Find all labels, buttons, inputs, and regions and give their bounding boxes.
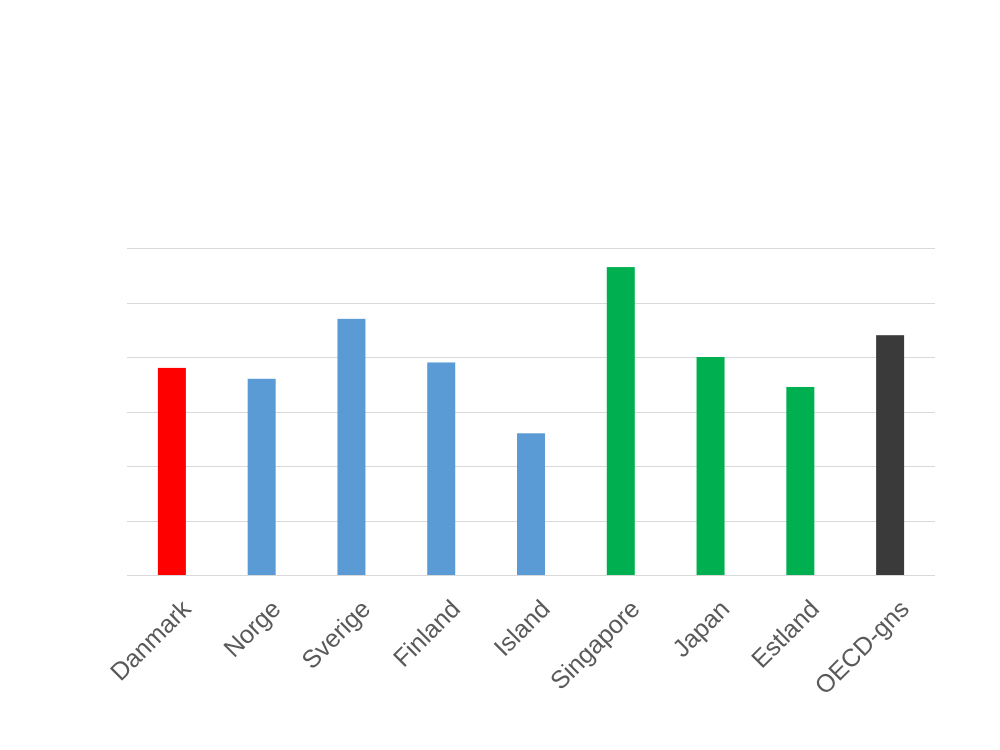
bar-finland bbox=[427, 362, 456, 575]
x-tick-label: Estland bbox=[746, 595, 825, 674]
x-tick-label: Norge bbox=[218, 595, 286, 663]
x-tick-label: Japan bbox=[667, 595, 735, 663]
bar-estland bbox=[786, 386, 815, 575]
x-tick-label: Finland bbox=[388, 595, 466, 673]
bar-island bbox=[517, 433, 545, 575]
x-tick-label: Singapore bbox=[545, 595, 645, 695]
x-tick-label: Island bbox=[489, 595, 556, 662]
bar-danmark bbox=[157, 367, 186, 575]
bars bbox=[157, 267, 905, 575]
bar-oecd-gns bbox=[876, 335, 905, 575]
bar-singapore bbox=[606, 267, 635, 575]
bar-japan bbox=[696, 357, 725, 575]
x-tick-label: OECD-gns bbox=[810, 595, 915, 700]
bar-sverige bbox=[337, 318, 366, 575]
x-tick-labels: Danmark Norge Sverige Finland IslandSingapor… bbox=[105, 595, 915, 701]
x-tick-label: Danmark bbox=[105, 595, 197, 687]
bar-norge bbox=[247, 378, 276, 575]
x-tick-label: Sverige bbox=[296, 595, 376, 675]
